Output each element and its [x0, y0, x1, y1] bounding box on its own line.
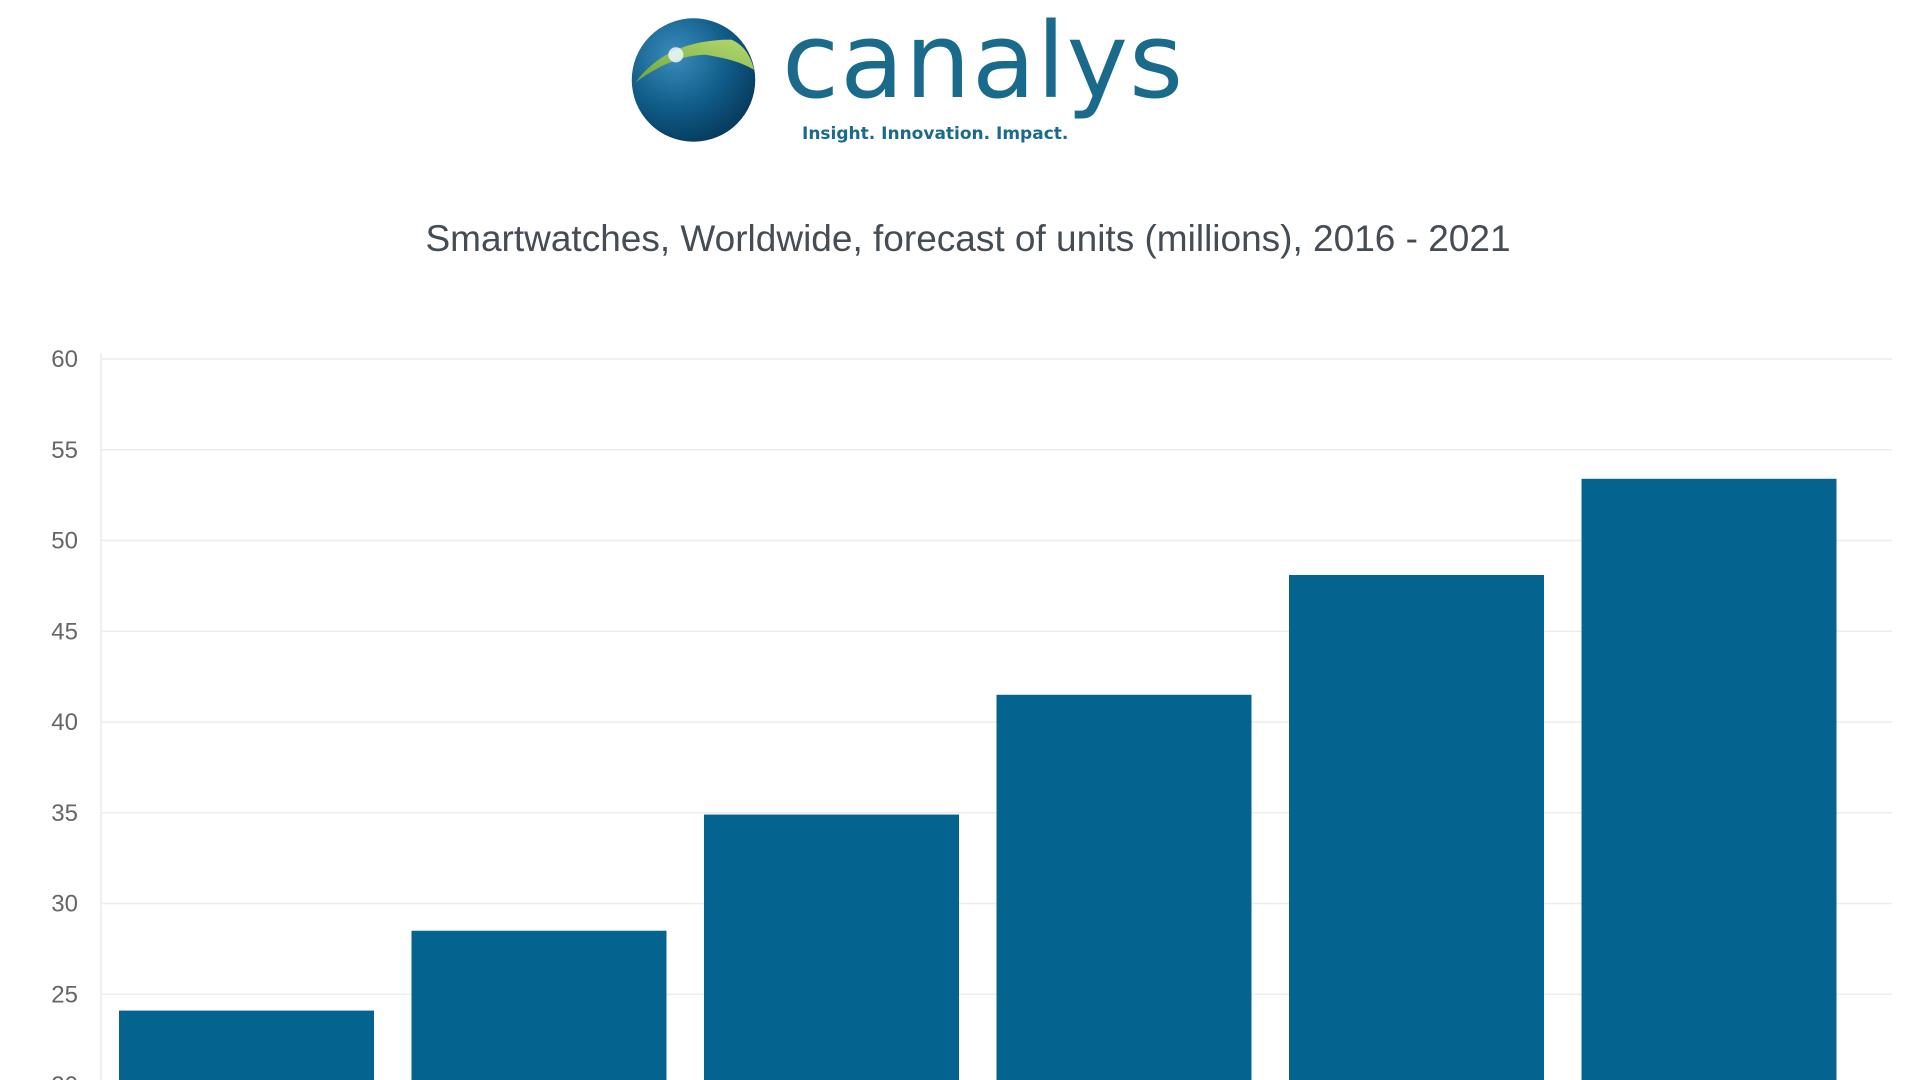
y-tick-label: 45: [51, 618, 78, 645]
y-tick-label: 50: [51, 528, 78, 555]
chart-title: Smartwatches, Worldwide, forecast of uni…: [425, 218, 1511, 259]
y-tick-label: 25: [51, 981, 78, 1008]
y-tick-label: 55: [51, 437, 78, 464]
y-tick-label: 60: [51, 346, 78, 373]
globe-logo-icon: [631, 18, 756, 142]
bar-2016: [119, 1010, 374, 1080]
bar-2019: [996, 694, 1252, 1080]
logo-tagline: Insight. Innovation. Impact.: [802, 124, 1069, 144]
y-tick-label: 40: [51, 709, 78, 736]
y-tick-label: 30: [51, 891, 78, 918]
logo-wordmark: canalys: [782, 0, 1185, 122]
bar-2020: [1289, 574, 1544, 1080]
y-tick-label: 20: [51, 1072, 78, 1080]
canalys-logo: canalys Insight. Innovation. Impact.: [626, 0, 1206, 149]
bar-2017: [411, 930, 667, 1080]
bar-2021: [1581, 478, 1837, 1080]
bar-2018: [704, 814, 959, 1080]
y-tick-label: 35: [51, 800, 78, 827]
